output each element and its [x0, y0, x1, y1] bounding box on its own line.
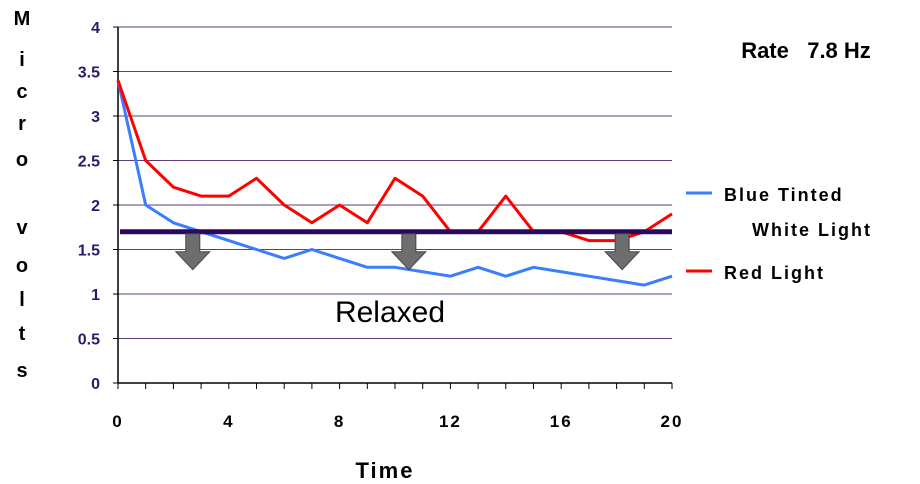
y-label-char: t [19, 323, 26, 345]
legend-label: Blue Tinted [724, 185, 844, 205]
legend-label: White Light [752, 220, 872, 240]
y-tick-label: 2 [91, 198, 100, 215]
x-tick-label: 16 [550, 412, 573, 431]
x-tick-label: 8 [334, 412, 345, 431]
y-tick-label: 3.5 [78, 65, 100, 82]
y-label-char: i [19, 49, 25, 71]
down-arrow-icon [174, 233, 211, 271]
y-tick-label: 0.5 [78, 332, 100, 349]
y-label-char: o [16, 255, 28, 277]
y-label-char: M [14, 8, 31, 30]
series-line-blue-tinted-white-light [116, 80, 673, 287]
series-lines [116, 79, 673, 287]
axes [113, 26, 673, 389]
x-tick-label: 12 [439, 412, 462, 431]
y-tick-label: 1 [91, 287, 100, 304]
y-label-char: l [19, 289, 25, 311]
legend: Blue Tinted White Light Red Light [686, 185, 872, 283]
y-tick-label: 3 [91, 109, 100, 126]
x-axis-label: Time [356, 458, 415, 483]
y-label-char: c [16, 81, 27, 103]
grid [118, 26, 672, 339]
x-axis-tick-labels: 0 4 8 12 16 20 [112, 412, 684, 431]
x-tick-label: 0 [112, 412, 123, 431]
y-label-char: v [16, 217, 28, 239]
legend-label: Red Light [724, 263, 825, 283]
down-arrows [174, 233, 641, 271]
rate-annotation: Rate 7.8 Hz [741, 38, 871, 63]
y-axis-tick-labels: 0 0.5 1 1.5 2 2.5 3 3.5 4 [78, 20, 100, 393]
y-tick-label: 2.5 [78, 154, 100, 171]
y-tick-label: 4 [91, 20, 100, 37]
y-label-char: o [16, 149, 28, 171]
relaxed-annotation: Relaxed [335, 296, 445, 329]
down-arrow-icon [603, 233, 641, 271]
x-tick-label: 4 [223, 412, 234, 431]
y-label-char: s [16, 360, 27, 382]
y-tick-label: 1.5 [78, 243, 100, 260]
series-line-red-light [116, 79, 673, 243]
x-tick-label: 20 [661, 412, 684, 431]
y-tick-label: 0 [91, 376, 100, 393]
down-arrow-icon [390, 233, 428, 271]
y-label-char: r [18, 113, 26, 135]
